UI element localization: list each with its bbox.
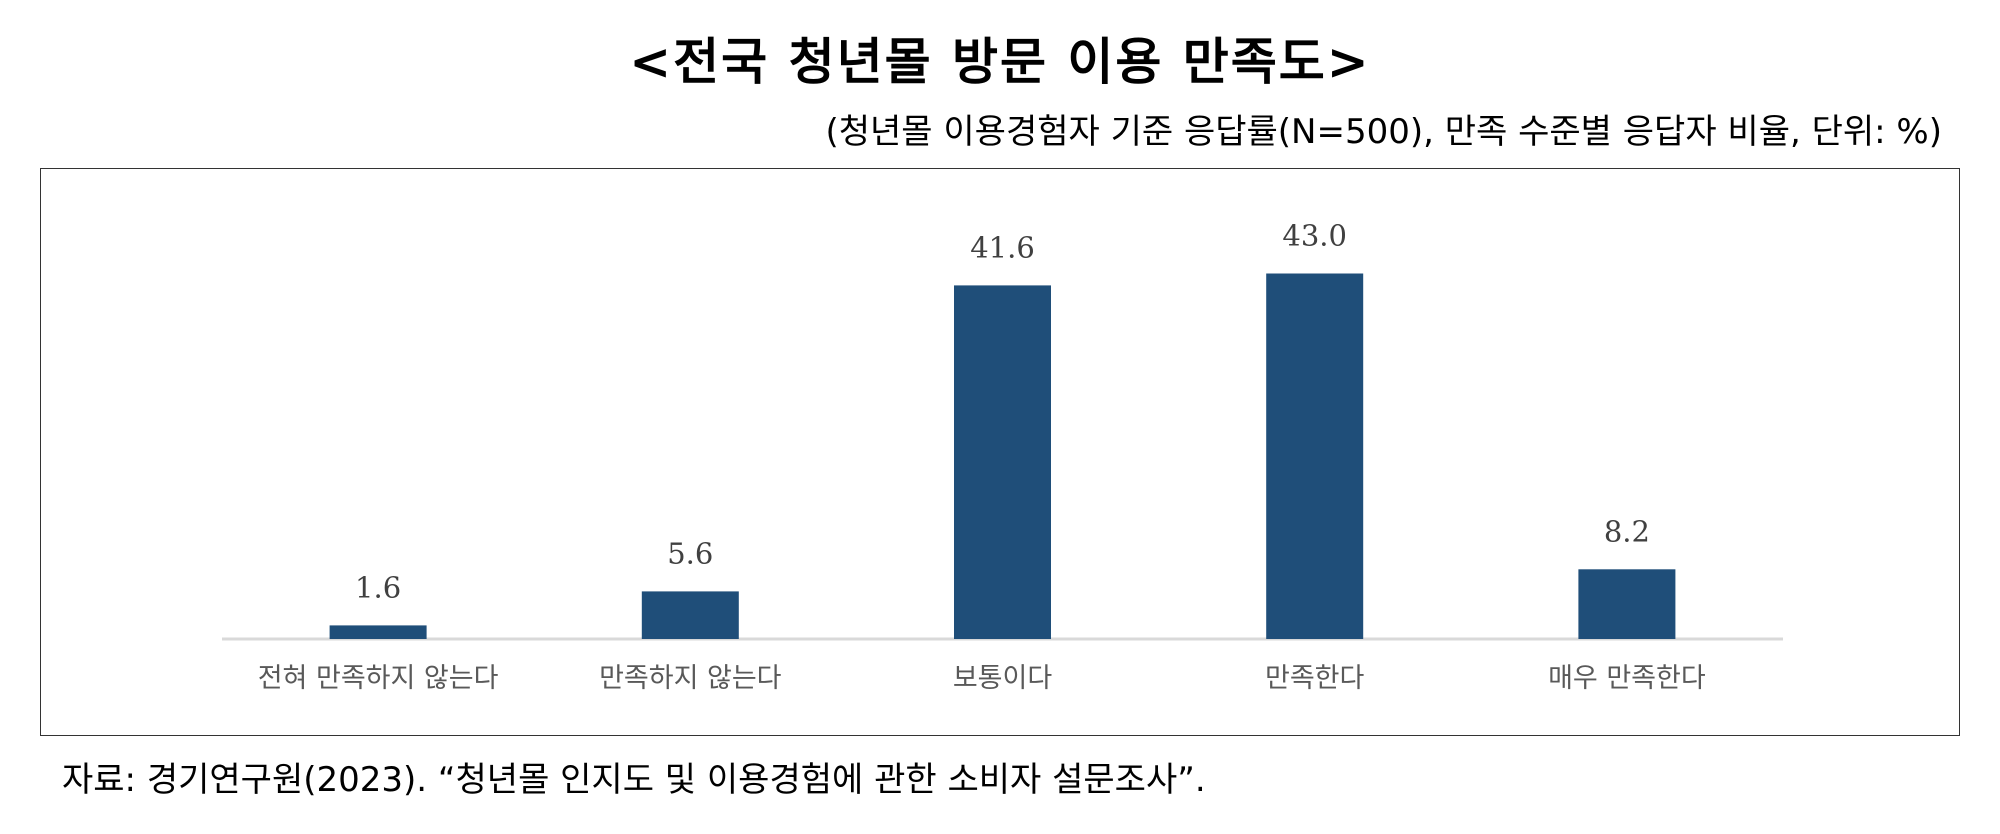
data-label-4: 43.0 <box>1282 219 1347 253</box>
chart-subtitle: (청년몰 이용경험자 기준 응답률(N=500), 만족 수준별 응답자 비율,… <box>825 112 1942 152</box>
bar-2 <box>641 591 739 639</box>
data-label-3: 41.6 <box>970 230 1035 264</box>
category-label-4: 만족한다 <box>1265 663 1365 694</box>
bar-1 <box>329 625 427 639</box>
data-label-5: 8.2 <box>1604 514 1650 548</box>
source-note: 자료: 경기연구원(2023). “청년몰 인지도 및 이용경험에 관한 소비자… <box>62 760 1206 800</box>
data-label-1: 1.6 <box>355 570 401 604</box>
category-label-2: 만족하지 않는다 <box>599 663 782 694</box>
bar-4 <box>1266 273 1364 639</box>
bar-5 <box>1578 569 1676 639</box>
bar-chart: 1.6 전혀 만족하지 않는다 5.6 만족하지 않는다 41.6 보통이다 43.0 만족한… <box>222 219 1783 694</box>
category-label-1: 전혀 만족하지 않는다 <box>258 663 499 694</box>
data-label-2: 5.6 <box>667 536 713 570</box>
bar-3 <box>954 285 1051 639</box>
category-label-3: 보통이다 <box>953 663 1053 694</box>
chart-frame <box>40 168 1960 736</box>
chart-title: <전국 청년몰 방문 이용 만족도> <box>629 33 1371 91</box>
category-label-5: 매우 만족한다 <box>1548 663 1706 694</box>
